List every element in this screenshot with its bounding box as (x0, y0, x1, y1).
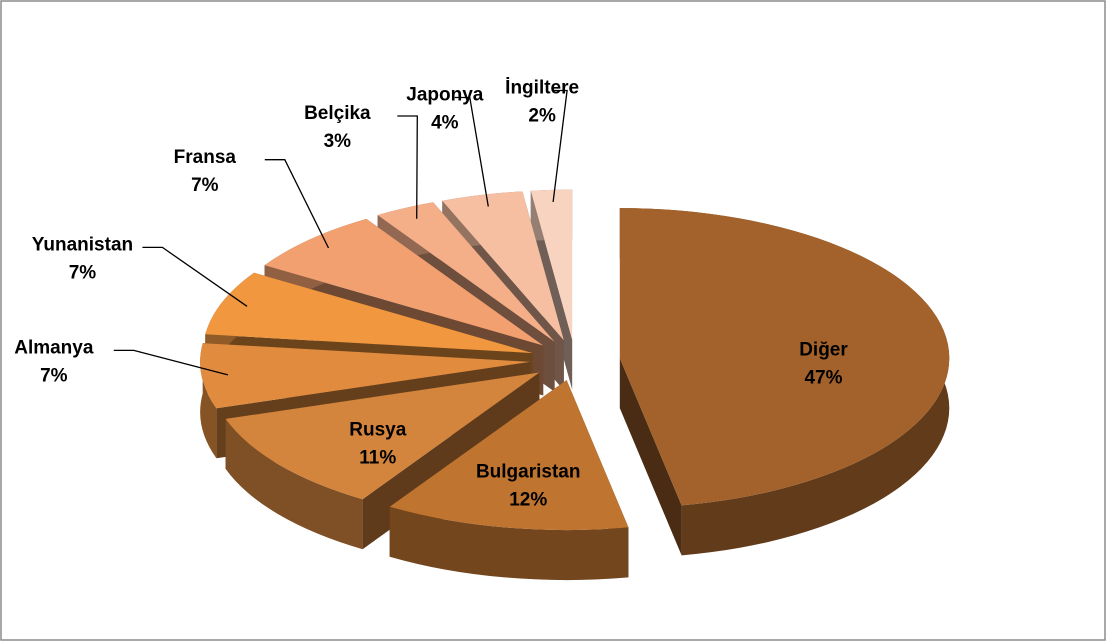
data-label-name: Almanya (14, 337, 94, 358)
leader-line (552, 89, 568, 202)
slice (377, 202, 555, 342)
data-label-name: Yunanistan (32, 234, 133, 255)
slice (205, 272, 533, 354)
slice (200, 343, 531, 409)
slice-edge (619, 358, 682, 556)
data-label-value: 7% (191, 175, 219, 196)
slice (264, 218, 544, 346)
data-label-name: Fransa (174, 147, 237, 168)
slice-side (389, 506, 629, 581)
leader-line (113, 349, 229, 376)
leader-line (142, 246, 248, 307)
data-label-name: Bulgaristan (476, 461, 581, 482)
data-label-value: 7% (69, 262, 97, 283)
leader-line (397, 115, 418, 219)
data-label-value: 4% (431, 113, 459, 134)
data-label-value: 47% (804, 367, 842, 388)
slice (225, 372, 540, 500)
leader-line (264, 159, 330, 249)
data-label-name: Belçika (304, 103, 371, 124)
data-label-name: İngiltere (505, 78, 579, 99)
data-label-name: Diğer (799, 339, 848, 360)
leader-line (454, 96, 489, 207)
slice (389, 380, 629, 531)
data-label-value: 7% (40, 365, 68, 386)
slice (442, 191, 564, 341)
data-label-value: 2% (528, 106, 556, 127)
slice (619, 208, 950, 506)
data-label-name: Rusya (349, 420, 406, 441)
slice-side (200, 343, 217, 459)
slice (530, 189, 573, 340)
data-label-value: 11% (359, 448, 396, 469)
data-label-value: 12% (509, 489, 547, 510)
slice-side (225, 418, 363, 550)
data-label-name: Japonya (406, 85, 484, 106)
data-label-value: 3% (324, 131, 352, 152)
